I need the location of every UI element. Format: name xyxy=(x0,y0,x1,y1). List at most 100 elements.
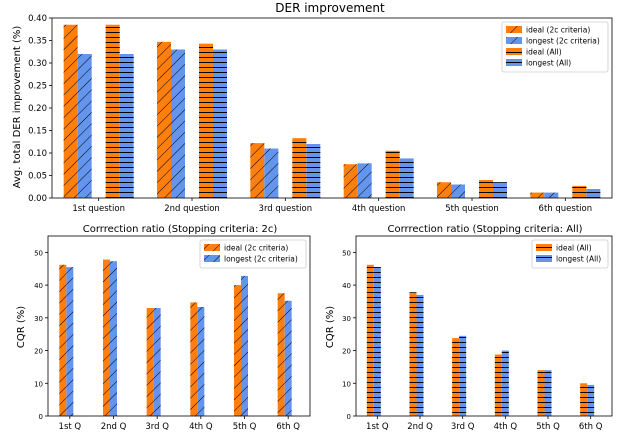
bar-hatch xyxy=(213,49,227,198)
legend-swatch-hatch xyxy=(204,244,220,251)
x-tick-label: 2nd Q xyxy=(407,422,433,432)
legend: ideal (2c criteria) longest (2c criteria)… xyxy=(501,21,609,73)
y-axis-label: CQR (%) xyxy=(16,306,27,348)
y-tick-label: 0.20 xyxy=(28,104,47,114)
legend-swatch-hatch xyxy=(536,244,552,251)
x-tick-label: 6th Q xyxy=(276,422,300,432)
bar-hatch xyxy=(234,285,241,416)
legend-box xyxy=(199,239,307,269)
chart-title: Corrrection ratio (Stopping criteria: Al… xyxy=(387,224,582,235)
bars xyxy=(366,264,595,416)
bar-hatch xyxy=(437,182,451,198)
legend: ideal (All) longest (All) xyxy=(531,239,609,269)
x-ticks: 1st question 2nd question 3rd question 4th … xyxy=(72,198,592,214)
x-tick-label: 4th question xyxy=(352,204,406,214)
bar-hatch xyxy=(250,143,265,198)
legend-label: ideal (2c criteria) xyxy=(526,26,590,35)
y-tick-label: 30 xyxy=(34,315,43,323)
bar-hatch xyxy=(587,384,595,416)
bar-hatch xyxy=(373,267,381,416)
bar-hatch xyxy=(366,264,374,416)
y-ticks: 0 10 20 30 40 50 xyxy=(342,249,356,421)
plot-frame xyxy=(47,235,311,417)
legend-label: longest (2c criteria) xyxy=(224,255,298,264)
bar-hatch xyxy=(399,158,414,198)
plot-frame xyxy=(355,235,613,417)
x-tick-label: 2nd question xyxy=(164,204,220,214)
bar-hatch xyxy=(110,261,117,416)
plot-frame xyxy=(51,17,613,199)
bar-hatch xyxy=(77,54,92,198)
y-axis-label: Avg. total DER improvement (%) xyxy=(12,26,23,189)
bars xyxy=(63,24,601,199)
bar-hatch xyxy=(199,43,213,199)
y-tick-label: 0 xyxy=(347,413,351,421)
y-tick-label: 20 xyxy=(342,348,351,356)
y-ticks: 0 10 20 30 40 50 xyxy=(34,249,48,421)
bar-hatch xyxy=(343,164,358,198)
y-tick-label: 0.30 xyxy=(28,59,47,69)
bar-hatch xyxy=(452,338,460,416)
y-tick-label: 30 xyxy=(342,315,351,323)
bar-hatch xyxy=(493,182,507,198)
bar-hatch xyxy=(479,180,493,198)
bar-hatch xyxy=(105,24,120,198)
y-tick-label: 50 xyxy=(34,249,43,257)
bar-hatch xyxy=(63,24,78,198)
legend-label: longest (All) xyxy=(556,255,601,264)
bar-hatch xyxy=(409,292,417,416)
legend-swatch-hatch xyxy=(506,59,522,66)
bar-hatch xyxy=(530,192,545,198)
bar-hatch xyxy=(197,307,205,416)
x-ticks: 1st Q 2nd Q 3rd Q 4th Q 5th Q 6th Q xyxy=(366,416,603,432)
y-tick-label: 40 xyxy=(34,282,43,290)
chart-correction-ratio-all: Corrrection ratio (Stopping criteria: Al… xyxy=(325,224,613,432)
bar-hatch xyxy=(459,335,467,416)
y-tick-label: 10 xyxy=(34,380,43,388)
x-tick-label: 5th Q xyxy=(536,422,560,432)
legend-label: ideal (All) xyxy=(526,48,562,57)
bar-hatch xyxy=(190,302,198,416)
bar-hatch xyxy=(284,300,292,416)
legend-label: ideal (All) xyxy=(556,244,592,253)
y-tick-label: 0.25 xyxy=(28,82,47,92)
legend-swatch-hatch xyxy=(506,48,522,55)
legend-swatch-hatch xyxy=(536,255,552,262)
chart-der-improvement: DER improvement Avg. total DER improveme… xyxy=(12,1,613,214)
y-ticks: 0.00 0.05 0.10 0.15 0.20 0.25 0.30 0.35 0.40 xyxy=(28,14,52,204)
y-tick-label: 0.10 xyxy=(28,149,47,159)
bar-hatch xyxy=(544,192,559,198)
x-tick-label: 3rd Q xyxy=(145,422,169,432)
bar-hatch xyxy=(277,293,285,416)
bar-hatch xyxy=(119,54,134,198)
chart-title: Corrrection ratio (Stopping criteria: 2c… xyxy=(83,224,278,235)
y-tick-label: 0.00 xyxy=(28,194,47,204)
x-tick-label: 4th Q xyxy=(494,422,518,432)
legend-label: ideal (2c criteria) xyxy=(224,244,288,253)
y-axis-label: CQR (%) xyxy=(325,306,336,348)
bar-hatch xyxy=(241,275,248,416)
legend: ideal (2c criteria) longest (2c criteria) xyxy=(199,239,307,269)
bar-hatch xyxy=(171,49,185,198)
bar-hatch xyxy=(451,184,465,198)
x-tick-label: 1st Q xyxy=(366,422,389,432)
bar-hatch xyxy=(385,150,400,198)
legend-swatch-hatch xyxy=(204,255,220,262)
x-tick-label: 3rd question xyxy=(259,204,313,214)
x-tick-label: 3rd Q xyxy=(451,422,475,432)
y-tick-label: 10 xyxy=(342,380,351,388)
chart-correction-ratio-2c: Corrrection ratio (Stopping criteria: 2c… xyxy=(16,224,311,432)
legend-box xyxy=(501,21,609,73)
y-tick-label: 0.40 xyxy=(28,14,47,24)
bar-hatch xyxy=(103,259,110,416)
legend-swatch-hatch xyxy=(506,37,522,44)
legend-swatch-hatch xyxy=(506,26,522,33)
bar-hatch xyxy=(157,41,171,198)
bar-hatch xyxy=(357,163,372,198)
legend-label: longest (All) xyxy=(526,59,571,68)
bar-hatch xyxy=(59,264,67,416)
bar-hatch xyxy=(146,308,154,416)
x-tick-label: 1st Q xyxy=(59,422,82,432)
y-tick-label: 50 xyxy=(342,249,351,257)
